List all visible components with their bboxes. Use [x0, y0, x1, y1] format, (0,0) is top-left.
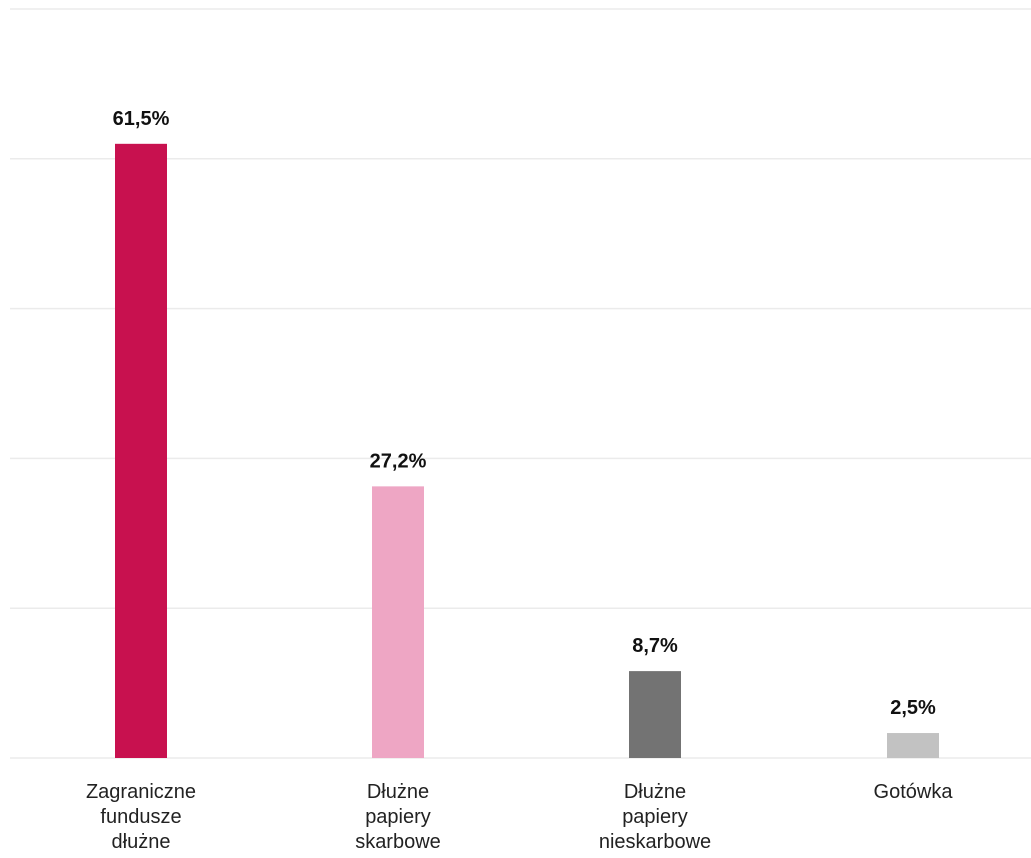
bar-1: [115, 143, 167, 758]
category-label-2: Dłużne papiery skarbowe: [355, 781, 441, 853]
category-labels: Zagraniczne fundusze dłużne Dłużne papiery sk…: [86, 781, 953, 853]
category-label-line: fundusze: [100, 806, 181, 828]
category-label-line: dłużne: [112, 831, 171, 853]
bar-3: [629, 671, 681, 758]
category-label-line: Dłużne: [624, 781, 686, 803]
category-label-line: Zagraniczne: [86, 781, 196, 803]
bar-2: [372, 486, 424, 758]
bar-4: [887, 733, 939, 758]
value-labels: 61,5% 27,2% 8,7% 2,5%: [113, 108, 936, 719]
gridlines: [10, 8, 1031, 759]
category-label-line: Dłużne: [367, 781, 429, 803]
category-label-1: Zagraniczne fundusze dłużne: [86, 781, 196, 853]
value-label-1: 61,5%: [113, 108, 170, 130]
value-label-4: 2,5%: [890, 697, 936, 719]
category-label-line: skarbowe: [355, 831, 441, 853]
category-label-4: Gotówka: [874, 781, 954, 803]
value-label-2: 27,2%: [370, 450, 427, 472]
value-label-3: 8,7%: [632, 635, 678, 657]
bars: [115, 143, 939, 758]
category-label-line: papiery: [622, 806, 688, 828]
category-label-line: nieskarbowe: [599, 831, 711, 853]
category-label-3: Dłużne papiery nieskarbowe: [599, 781, 711, 853]
category-label-line: papiery: [365, 806, 431, 828]
category-label-line: Gotówka: [874, 781, 954, 803]
